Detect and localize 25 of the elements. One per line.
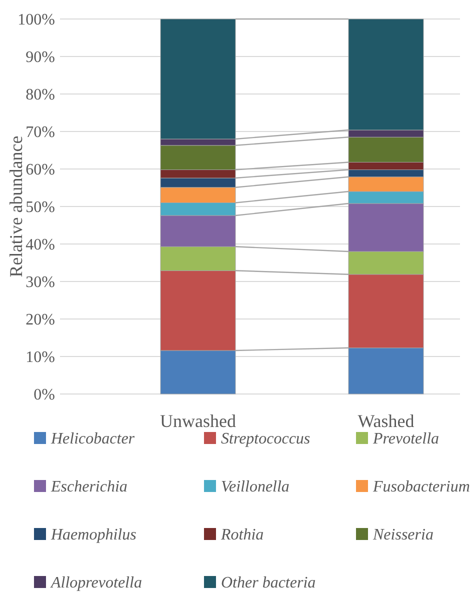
legend-label: Helicobacter <box>50 430 136 448</box>
legend-label: Haemophilus <box>50 526 136 544</box>
y-tick-label: 40% <box>26 236 55 254</box>
y-tick-label: 30% <box>26 274 55 292</box>
x-tick-label: Unwashed <box>160 411 236 431</box>
y-tick-label: 80% <box>26 86 55 104</box>
legend-label: Other bacteria <box>221 574 316 592</box>
legend-label: Veillonella <box>221 478 290 496</box>
y-tick-label: 0% <box>34 386 55 404</box>
y-tick-label: 20% <box>26 312 55 329</box>
y-tick-label: 70% <box>26 124 55 142</box>
y-tick-label: 10% <box>26 349 55 366</box>
x-tick-label: Washed <box>358 411 414 431</box>
legend-label: Escherichia <box>50 478 128 496</box>
legend-label: Rothia <box>220 526 264 544</box>
y-tick-label: 100% <box>18 12 55 29</box>
legend-label: Neisseria <box>372 526 434 544</box>
y-tick-label: 60% <box>26 162 55 179</box>
y-tick-label: 90% <box>26 49 55 66</box>
legend-label: Alloprevotella <box>50 574 142 592</box>
legend-label: Prevotella <box>372 430 440 448</box>
y-tick-label: 50% <box>26 199 55 216</box>
legend-label: Fusobacterium <box>372 478 470 496</box>
legend-label: Streptococcus <box>221 430 310 448</box>
y-axis-title: Relative abundance <box>6 136 26 278</box>
